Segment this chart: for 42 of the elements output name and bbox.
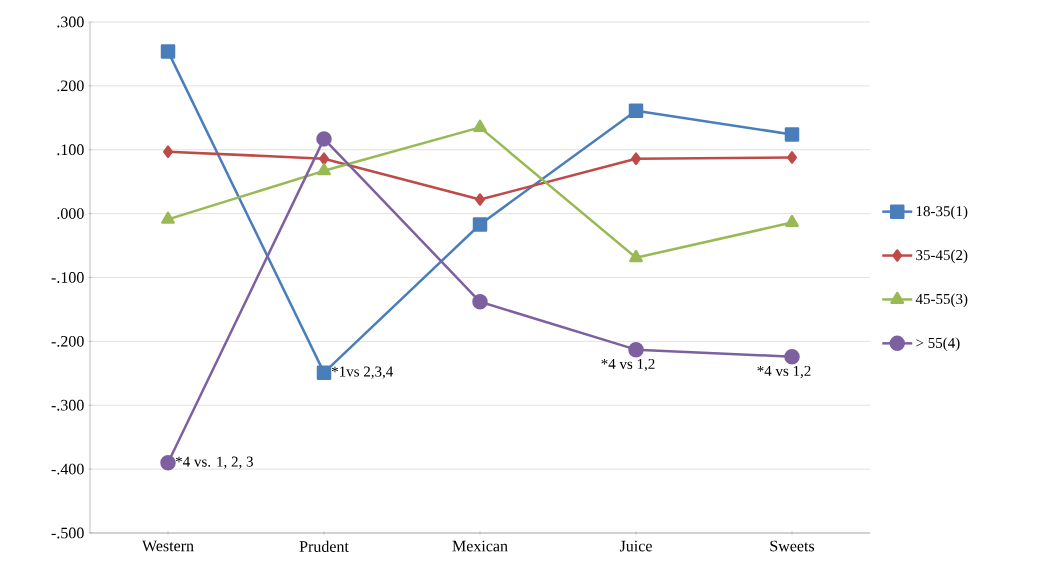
y-tick-label: -.300 <box>51 399 84 411</box>
y-tick-label: .100 <box>57 144 84 156</box>
point <box>161 211 175 224</box>
point <box>472 294 488 310</box>
point <box>160 44 176 59</box>
point <box>787 151 797 164</box>
y-tick-label: -.200 <box>51 335 84 347</box>
annotation: *4 vs 1,2 <box>757 365 811 379</box>
point <box>163 145 174 158</box>
point <box>472 217 488 232</box>
legend-label: 18-35(1) <box>916 205 968 220</box>
x-tick-label: Sweets <box>770 540 815 552</box>
point <box>316 131 332 147</box>
x-tick-label: Prudent <box>299 540 349 552</box>
point <box>784 348 800 365</box>
point <box>160 454 176 471</box>
legend-label: > 55(4) <box>916 337 960 352</box>
x-tick-label: Juice <box>619 540 652 552</box>
point <box>629 249 643 263</box>
point <box>628 341 644 358</box>
point <box>785 214 799 228</box>
x-tick-label: Mexican <box>452 540 508 552</box>
y-tick-label: .000 <box>57 208 84 220</box>
point <box>628 103 644 119</box>
y-tick-label: .200 <box>57 80 84 92</box>
x-tick-label: Western <box>142 540 194 552</box>
y-tick-label: -.400 <box>51 463 84 475</box>
point <box>784 127 800 142</box>
legend-label: 35-45(2) <box>916 249 968 264</box>
annotation: *4 vs 1,2 <box>601 358 655 372</box>
y-tick-label: -.500 <box>51 527 84 539</box>
annotation: *1vs 2,3,4 <box>331 366 394 379</box>
point <box>473 119 487 132</box>
point <box>319 152 330 165</box>
point <box>631 152 642 165</box>
legend-label: 45-55(3) <box>915 293 968 308</box>
annotation: *4 vs. 1, 2, 3 <box>175 456 253 469</box>
point <box>475 193 486 206</box>
y-tick-label: -.100 <box>51 272 84 283</box>
point <box>316 365 332 380</box>
y-tick-label: .300 <box>57 16 84 28</box>
point <box>317 163 331 176</box>
